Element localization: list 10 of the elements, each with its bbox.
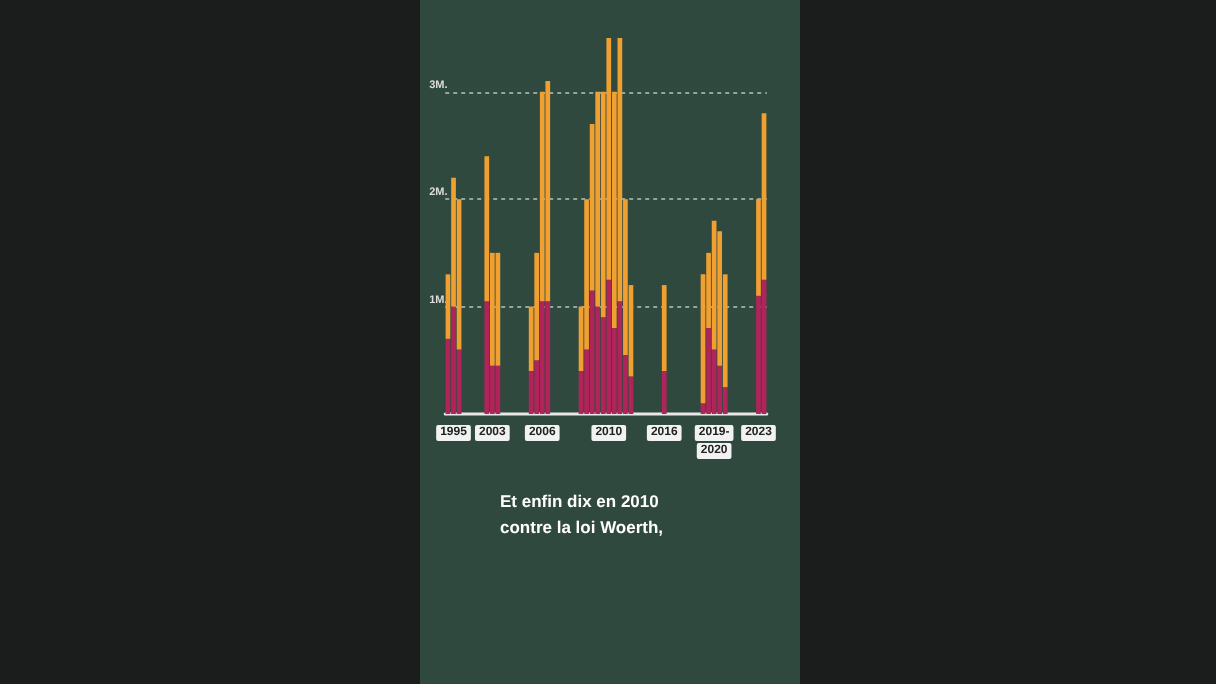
bar (545, 80, 551, 302)
bar (484, 301, 490, 414)
text: Et enfin dix en 2010 contre la loi Woerth, (500, 491, 664, 537)
bar (539, 301, 545, 414)
bar (451, 306, 456, 414)
bar (661, 285, 667, 372)
bar (545, 301, 551, 414)
bar (606, 279, 612, 414)
bar (661, 371, 667, 414)
bar (706, 328, 711, 414)
